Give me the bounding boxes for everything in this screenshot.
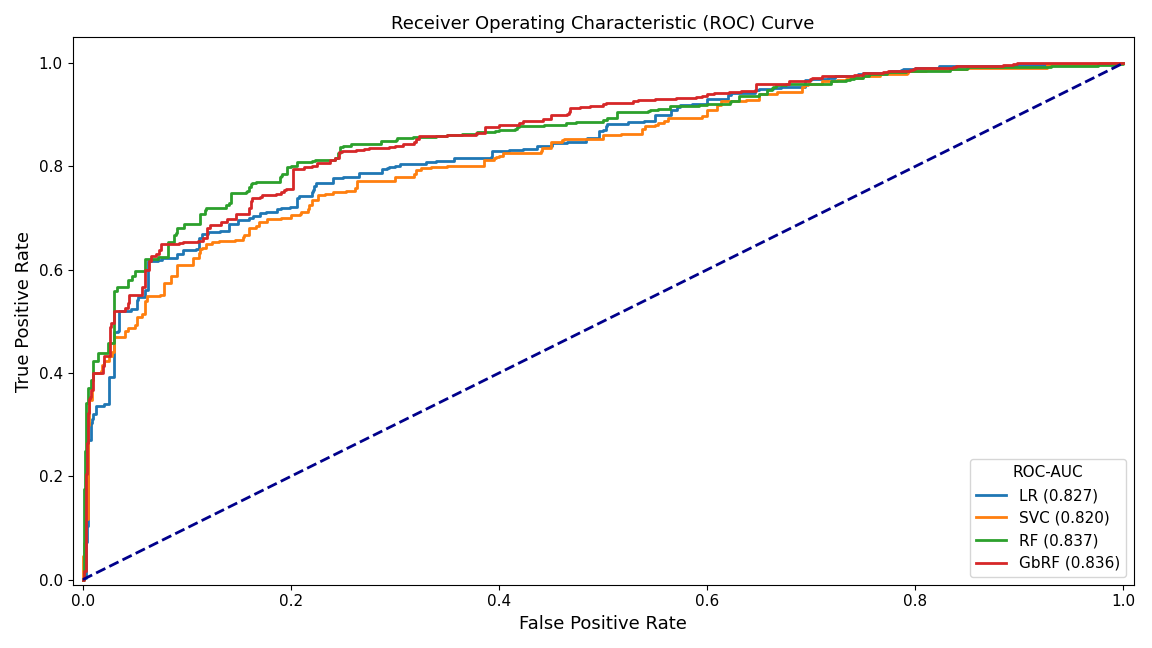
RF (0.837) xyxy=(396,134,410,142)
X-axis label: False Positive Rate: False Positive Rate xyxy=(520,615,687,633)
SVC (0.820) xyxy=(81,476,94,484)
GbRF (0.836) xyxy=(1018,60,1032,67)
RF (0.837) xyxy=(84,384,98,391)
Legend: LR (0.827), SVC (0.820), RF (0.837), GbRF (0.836): LR (0.827), SVC (0.820), RF (0.837), GbR… xyxy=(970,459,1126,577)
SVC (0.820) xyxy=(139,292,153,299)
RF (0.837) xyxy=(1108,60,1122,67)
RF (0.837) xyxy=(1116,59,1130,67)
GbRF (0.836) xyxy=(76,575,90,583)
SVC (0.820) xyxy=(1116,59,1130,67)
LR (0.827) xyxy=(81,500,94,507)
GbRF (0.836) xyxy=(1116,59,1130,67)
LR (0.827) xyxy=(419,158,433,166)
RF (0.837) xyxy=(1116,59,1130,67)
Y-axis label: True Positive Rate: True Positive Rate xyxy=(15,231,33,391)
Line: SVC (0.820): SVC (0.820) xyxy=(83,63,1123,579)
LR (0.827) xyxy=(1108,60,1122,67)
RF (0.837) xyxy=(81,398,94,406)
SVC (0.820) xyxy=(76,575,90,583)
Line: LR (0.827): LR (0.827) xyxy=(83,63,1123,579)
GbRF (0.836) xyxy=(81,439,94,447)
SVC (0.820) xyxy=(1116,59,1130,67)
Line: GbRF (0.836): GbRF (0.836) xyxy=(83,63,1123,579)
RF (0.837) xyxy=(76,575,90,583)
RF (0.837) xyxy=(86,356,100,364)
LR (0.827) xyxy=(1116,59,1130,67)
GbRF (0.836) xyxy=(98,352,112,360)
GbRF (0.836) xyxy=(143,257,157,265)
Line: RF (0.837): RF (0.837) xyxy=(83,63,1123,579)
GbRF (0.836) xyxy=(407,138,420,146)
LR (0.827) xyxy=(98,400,112,408)
GbRF (0.836) xyxy=(1116,59,1130,67)
LR (0.827) xyxy=(141,279,154,286)
SVC (0.820) xyxy=(82,402,96,410)
LR (0.827) xyxy=(76,575,90,583)
LR (0.827) xyxy=(1116,59,1130,67)
GbRF (0.836) xyxy=(82,395,96,403)
SVC (0.820) xyxy=(414,164,427,172)
RF (0.837) xyxy=(151,254,165,262)
Title: Receiver Operating Characteristic (ROC) Curve: Receiver Operating Characteristic (ROC) … xyxy=(392,15,814,33)
SVC (0.820) xyxy=(1092,60,1106,67)
LR (0.827) xyxy=(84,428,98,435)
SVC (0.820) xyxy=(94,362,108,369)
